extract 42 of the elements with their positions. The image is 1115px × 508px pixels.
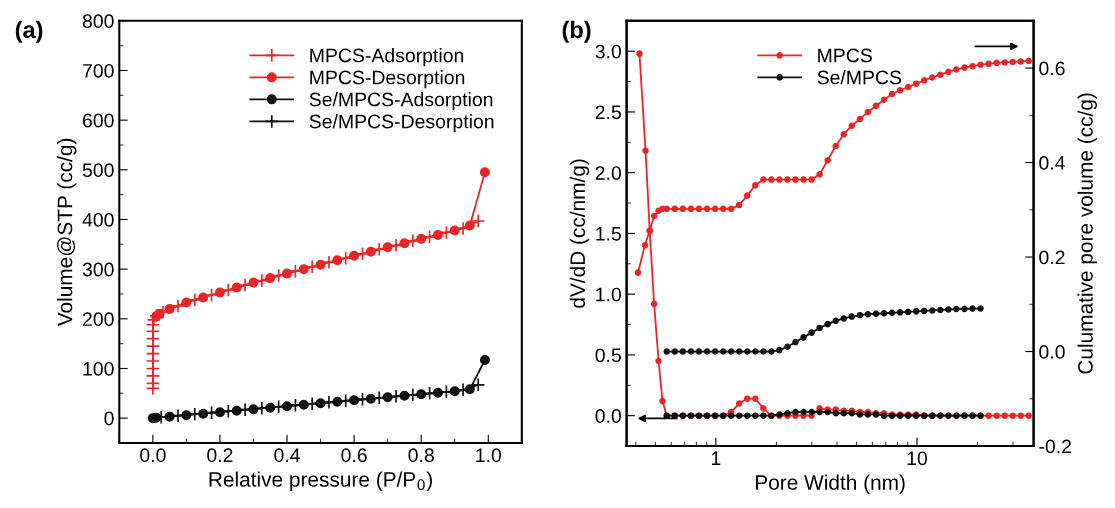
y-tick-label: 1.5: [596, 227, 621, 241]
y-tick-label: 0.0: [595, 409, 622, 423]
y-tick-label: 500: [82, 163, 114, 178]
y2-tick-label: -0.2: [1039, 439, 1071, 454]
y2-tick-label: 0.6: [1039, 61, 1065, 76]
legend-label: Se/MPCS-Adsorption: [309, 92, 493, 111]
text: (b): [562, 20, 591, 43]
y-tick-label: 2.5: [595, 105, 621, 120]
y-axis-title: dV/dD (cc/nm/g): [569, 159, 590, 308]
legend-label: Se/MPCS-Desorption: [309, 114, 494, 133]
y-axis-title: Volume@STP (cc/g): [57, 138, 77, 327]
x-tick-label: 1: [711, 451, 721, 465]
y-tick-label: 800: [82, 14, 114, 29]
y-tick-label: 100: [83, 361, 114, 376]
legend-label: Se/MPCS: [817, 70, 902, 85]
y-tick-label: 200: [82, 312, 114, 327]
y-tick-label: 700: [83, 63, 114, 78]
x-tick-label: 0.2: [207, 448, 233, 463]
y2-axis-title: Culumative pore volume (cc/g): [1077, 93, 1097, 374]
y-tick-label: 3.0: [595, 44, 622, 59]
text: (a): [15, 20, 43, 43]
y2-tick-label: 0.2: [1039, 250, 1065, 265]
y-tick-label: 2.0: [595, 166, 622, 180]
y-tick-label: 300: [82, 262, 114, 277]
y-tick-label: 600: [82, 113, 114, 128]
x-tick-label: 0.4: [274, 448, 300, 463]
x-tick-label: 0.0: [140, 448, 166, 463]
legend-label: MPCS-Adsorption: [310, 48, 464, 67]
x-tick-label: 1.0: [476, 448, 502, 463]
y-tick-label: 1.0: [596, 287, 622, 302]
y-tick-label: 400: [82, 212, 114, 227]
y2-tick-label: 0.0: [1039, 345, 1065, 359]
x-axis-title: Relative pressure (P/P$_{0}$): [209, 471, 432, 491]
x-axis-title: Pore Width (nm): [756, 474, 905, 494]
x-tick-label: 10: [907, 451, 928, 466]
y2-tick-label: 0.4: [1039, 156, 1065, 170]
legend-label: MPCS: [818, 48, 872, 63]
legend-label: MPCS-Desorption: [310, 70, 465, 89]
x-tick-label: 0.8: [408, 448, 434, 463]
y-tick-label: 0: [104, 411, 114, 426]
x-tick-label: 0.6: [341, 448, 367, 463]
y-tick-label: 0.5: [595, 348, 621, 363]
